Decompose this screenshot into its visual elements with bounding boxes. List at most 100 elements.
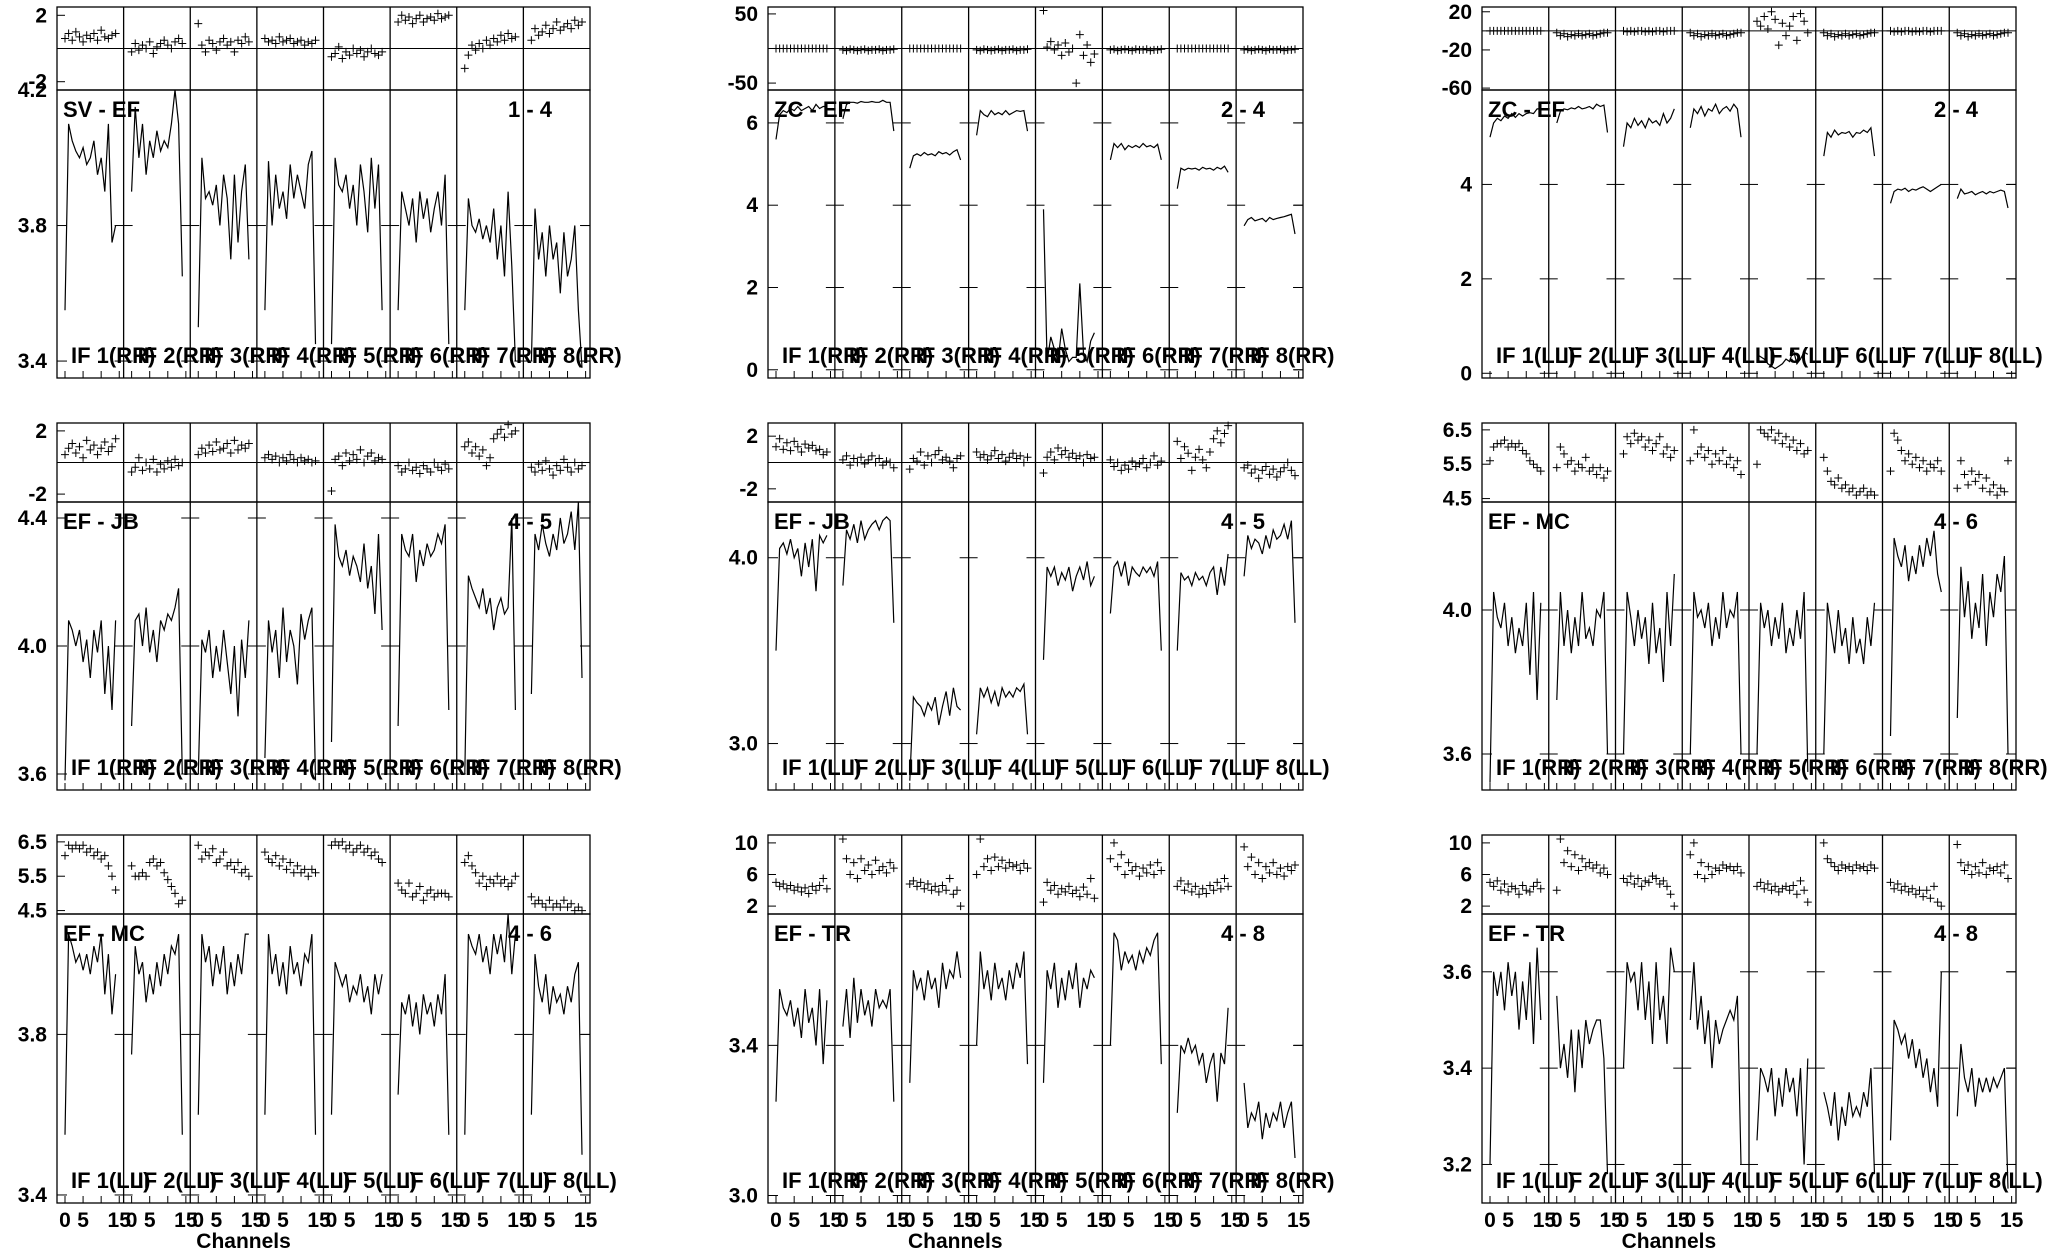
phase-point [1978,858,1987,867]
phase-point [1845,31,1854,40]
phase-point [1075,892,1084,901]
phase-point [1054,41,1063,50]
phase-point [223,861,232,870]
x-tick-label: 0 [971,1209,983,1232]
x-tick-label: 5 [410,1209,422,1232]
amplitude-series [530,954,583,1155]
amplitude-series [1109,142,1162,161]
phase-point [1592,30,1601,39]
phase-point [464,437,473,446]
phase-point [205,36,214,45]
phase-point [1841,29,1850,38]
phase-point [289,39,298,48]
phase-point [171,37,180,46]
phase-point [1552,886,1561,895]
phase-point [1789,12,1798,21]
phase-point [1061,38,1070,47]
phase-point [811,886,820,895]
phase-point [111,434,120,443]
phase-point [1173,882,1182,891]
x-tick-label: 0 [1751,1209,1763,1232]
phase-point [300,865,309,874]
phase-point [260,34,269,43]
phase-point [1971,31,1980,40]
phase-point [127,861,136,870]
phase-point [1926,460,1935,469]
phase-point [1269,465,1278,474]
if-label: IF 4(LL) [983,755,1062,780]
phase-point [853,458,862,467]
phase-point [1886,878,1895,887]
phase-point [1567,30,1576,39]
phase-point [142,872,151,881]
phase-point [1511,443,1520,452]
if-label: IF 7(LL) [1897,1168,1976,1193]
phase-point [1803,898,1812,907]
phase-point [979,45,988,54]
phase-point [1652,874,1661,883]
phase-point [1086,874,1095,883]
phase-point [1005,858,1014,867]
phase-point [1689,838,1698,847]
if-label: IF 3(RR) [1630,755,1714,780]
phase-y-tick-label: 2 [35,420,47,443]
phase-point [570,906,579,915]
phase-point [1655,432,1664,441]
phase-point [1046,37,1055,46]
phase-point [1529,460,1538,469]
phase-point [1700,30,1709,39]
phase-point [1486,878,1494,887]
phase-point [197,444,206,453]
baseline-number: 4 - 6 [508,921,552,946]
phase-point [64,841,73,850]
phase-point [1556,443,1565,452]
phase-point [1019,458,1028,467]
phase-point [1603,870,1612,879]
phase-point [1552,463,1561,472]
phase-point [563,903,572,912]
phase-point [849,454,858,463]
x-tick-label: 15 [2000,1209,2024,1232]
phase-point [1722,864,1731,873]
phase-point [1630,879,1639,888]
phase-point [486,453,495,462]
phase-point [201,47,210,56]
if-label: IF 3(LL) [1630,1168,1709,1193]
phase-point [1529,882,1538,891]
phase-point [972,870,981,879]
phase-y-tick-label: 6 [746,864,758,887]
phase-point [552,17,561,26]
phase-point [1704,31,1713,40]
phase-point [1146,458,1155,467]
phase-point [1841,480,1850,489]
phase-point [1975,29,1983,38]
phase-point [163,41,172,50]
baseline-title: EF - JB [63,509,139,534]
phase-point [1023,45,1032,54]
phase-point [1989,866,1998,875]
x-tick-label: 5 [855,1209,867,1232]
phase-point [1930,463,1938,472]
phase-point [1570,850,1579,859]
phase-point [1771,882,1780,891]
if-label: IF 3(LL) [204,1168,283,1193]
phase-point [1666,890,1675,899]
if-label: IF 6(LL) [1830,1168,1909,1193]
x-tick-label: 15 [507,1209,531,1232]
phase-point [482,36,491,45]
phase-point [1893,436,1902,445]
baseline-number: 4 - 6 [1934,509,1978,534]
phase-point [1697,858,1706,867]
phase-y-tick-label: 6.5 [1443,419,1473,442]
phase-point [100,851,109,860]
phase-point [1718,446,1727,455]
phase-point [327,486,336,495]
phase-point [987,46,996,55]
if-label: IF 7(RR) [471,755,555,780]
phase-point [1893,879,1902,888]
phase-point [1729,29,1738,38]
phase-point [286,450,295,459]
phase-point [1911,890,1920,899]
if-label: IF 2(RR) [849,343,933,368]
phase-point [853,874,862,883]
